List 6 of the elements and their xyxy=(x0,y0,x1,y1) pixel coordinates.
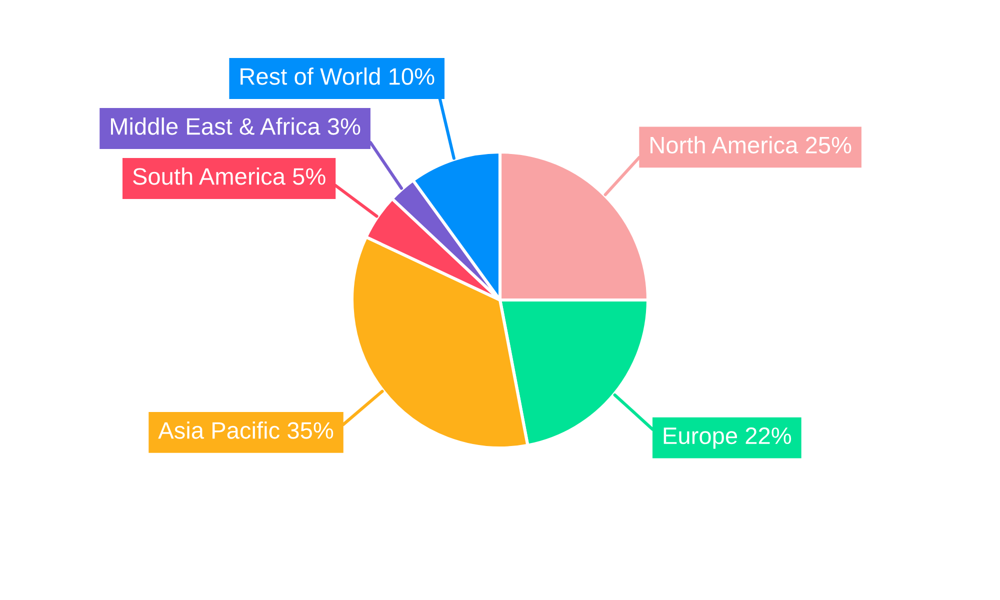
slice-label: South America 5% xyxy=(133,167,326,185)
slice-label: Rest of World 10% xyxy=(240,67,434,85)
slice-label: Asia Pacific 35% xyxy=(158,421,334,439)
slice-label: Europe 22% xyxy=(664,427,792,449)
slice-label: Middle East & Africa 3% xyxy=(110,117,360,135)
slice-label: North America 25% xyxy=(650,136,852,154)
